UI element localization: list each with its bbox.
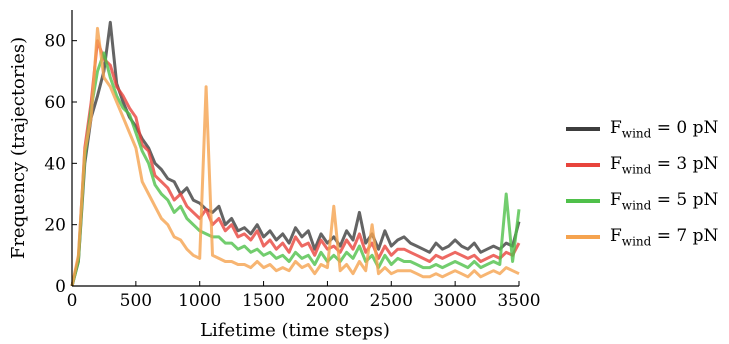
axes-layer — [71, 10, 519, 287]
x-tick-label: 3500 — [497, 291, 540, 311]
series-line-0 — [70, 20, 521, 287]
legend-item-2: Fwind = 5 pN — [566, 183, 726, 219]
x-tick-label: 3000 — [434, 291, 477, 311]
ticks-layer: 0 500 1000 1500 2000 2500 3000 3500 0 20 40 60 80 — [44, 32, 540, 311]
series-layer — [70, 20, 521, 287]
x-tick-label: 1500 — [242, 291, 285, 311]
series-line-1 — [70, 39, 521, 287]
x-tick-label: 500 — [120, 291, 152, 311]
legend-item-0: Fwind = 0 pN — [566, 111, 726, 147]
legend-label: Fwind = 0 pN — [610, 117, 719, 141]
y-tick-label: 20 — [44, 216, 66, 236]
y-tick-label: 80 — [44, 32, 66, 52]
legend-swatch — [566, 127, 600, 131]
legend-item-3: Fwind = 7 pN — [566, 219, 726, 255]
legend-swatch — [566, 163, 600, 167]
series-line-3 — [70, 26, 520, 287]
legend: Fwind = 0 pN Fwind = 3 pN Fwind = 5 pN Fwin… — [566, 111, 726, 255]
x-tick-label: 0 — [67, 291, 78, 311]
x-tick-label: 2000 — [306, 291, 349, 311]
legend-label: Fwind = 7 pN — [610, 225, 719, 249]
series-line-2 — [70, 51, 521, 287]
y-tick-label: 60 — [44, 93, 66, 113]
legend-label: Fwind = 3 pN — [610, 153, 719, 177]
legend-swatch — [566, 199, 600, 203]
legend-label: Fwind = 5 pN — [610, 189, 719, 213]
legend-item-1: Fwind = 3 pN — [566, 147, 726, 183]
x-tick-label: 1000 — [178, 291, 221, 311]
x-tick-label: 2500 — [370, 291, 413, 311]
y-tick-label: 40 — [44, 154, 66, 174]
x-axis-title: Lifetime (time steps) — [200, 320, 390, 341]
y-axis-title: Frequency (trajectories) — [8, 37, 29, 259]
legend-swatch — [566, 235, 600, 239]
y-tick-label: 0 — [55, 277, 66, 297]
